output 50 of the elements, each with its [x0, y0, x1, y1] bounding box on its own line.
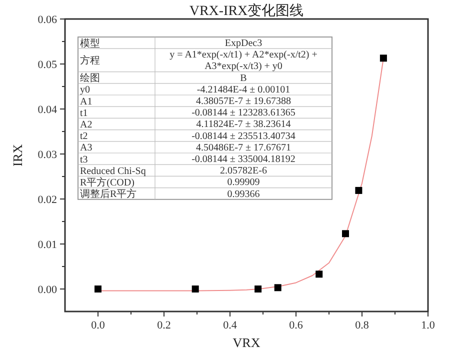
point: [355, 186, 362, 194]
annotation: R平方(COD): [80, 176, 134, 188]
annotation: y0: [80, 84, 90, 96]
point: [380, 54, 387, 62]
x-tick-label: 0.2: [157, 320, 171, 332]
y-tick-label: 0.02: [38, 194, 57, 206]
y-tick-label: 0.05: [38, 59, 58, 71]
annotation: A3: [80, 142, 92, 154]
annotation: Reduced Chi-Sq: [80, 166, 146, 177]
y-tick-label: 0.06: [38, 14, 58, 26]
point: [316, 270, 323, 278]
annotation: -0.08144 ± 123283.61365: [192, 108, 296, 119]
chart-title: VRX-IRX变化图线: [189, 3, 304, 19]
annotation: -0.08144 ± 335004.18192: [192, 154, 296, 165]
x-tick-label: 0.4: [223, 320, 238, 332]
annotation: 绘图: [80, 72, 100, 84]
x-tick-label: 0.0: [91, 320, 106, 332]
annotation: -0.08144 ± 235513.40734: [192, 130, 296, 142]
x-tick-label: 0.8: [355, 320, 370, 332]
annotation: 4.50486E-7 ± 17.67671: [196, 142, 291, 154]
point: [94, 286, 102, 292]
annotation: 2.05782E-6: [220, 166, 267, 177]
point: [342, 230, 349, 238]
annotation: 调整后R平方: [80, 188, 137, 200]
annotation: y = A1*exp(-x/t1) + A2*exp(-x/t2) + A3*exp(-x/t3) + y0: [170, 50, 318, 72]
annotation: 0.99366: [227, 188, 260, 200]
annotation: t2: [80, 131, 88, 142]
x-tick-label: 1.0: [421, 320, 436, 332]
point: [192, 286, 199, 292]
annotation: ExpDec3: [224, 38, 262, 49]
annotation: t3: [80, 154, 88, 166]
y-axis-title: IRX: [10, 143, 25, 166]
annotation: 方程: [80, 54, 100, 67]
annotation: A1: [80, 96, 92, 108]
point: [254, 286, 262, 292]
y-tick-label: 0.04: [38, 104, 58, 116]
annotation: B: [240, 72, 248, 84]
x-axis-title: VRX: [232, 335, 261, 348]
y-tick-label: 0.03: [38, 149, 58, 161]
y-tick-label: 0.00: [38, 284, 58, 296]
annotation: 4.11824E-7 ± 38.23614: [196, 119, 291, 130]
x-tick-label: 0.6: [289, 320, 304, 332]
annotation: A2: [80, 120, 92, 130]
point: [274, 284, 282, 292]
y-tick-label: 0.01: [38, 239, 57, 251]
annotation: 模型: [80, 37, 100, 50]
annotation: 0.99909: [227, 177, 260, 188]
annotation: 4.38057E-7 ± 19.67388: [196, 96, 291, 107]
annotation: t1: [80, 108, 88, 119]
annotation: -4.21484E-4 ± 0.00101: [196, 84, 290, 96]
